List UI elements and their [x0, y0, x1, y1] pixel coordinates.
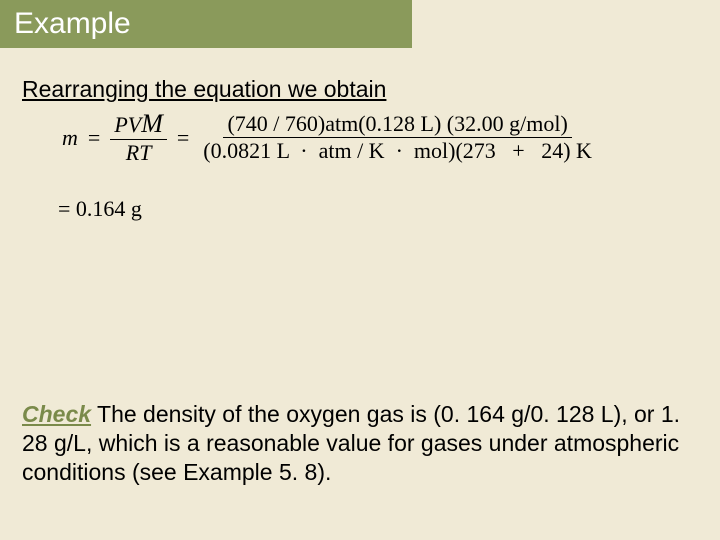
example-title: Example — [14, 7, 131, 41]
dot-1: · — [300, 138, 307, 163]
result-value: 0.164 g — [76, 196, 142, 221]
equation-result: = 0.164 g — [58, 196, 720, 222]
frac1-num: PVM — [110, 109, 167, 140]
check-label: Check — [22, 401, 91, 427]
dot-2: · — [396, 138, 403, 163]
plus: + — [512, 138, 524, 163]
check-text: The density of the oxygen gas is (0. 164… — [22, 401, 680, 485]
frac2-den: (0.0821 L · atm / K · mol)(273 + 24) K — [199, 138, 596, 164]
frac2-den-d: 24) K — [541, 138, 592, 163]
equals-2: = — [177, 125, 189, 151]
fraction-symbolic: PVM RT — [110, 109, 167, 166]
lhs-variable: m — [62, 125, 78, 151]
equals-1: = — [88, 125, 100, 151]
molar-mass-symbol: M — [141, 109, 163, 138]
equation-block: m = PVM RT = (740 / 760)atm(0.128 L) (32… — [62, 109, 720, 166]
fraction-numeric: (740 / 760)atm(0.128 L) (32.00 g/mol) (0… — [199, 111, 596, 164]
frac2-den-c: mol)(273 — [414, 138, 496, 163]
intro-text: Rearranging the equation we obtain — [22, 76, 720, 103]
frac2-den-a: (0.0821 L — [203, 138, 289, 163]
equation-row: m = PVM RT = (740 / 760)atm(0.128 L) (32… — [62, 109, 720, 166]
result-equals: = — [58, 196, 70, 221]
frac1-num-pv: PV — [114, 112, 141, 137]
frac2-den-b: atm / K — [319, 138, 385, 163]
example-header: Example — [0, 0, 412, 48]
frac2-num: (740 / 760)atm(0.128 L) (32.00 g/mol) — [223, 111, 571, 138]
frac1-den: RT — [122, 140, 156, 166]
check-block: Check The density of the oxygen gas is (… — [22, 400, 690, 486]
